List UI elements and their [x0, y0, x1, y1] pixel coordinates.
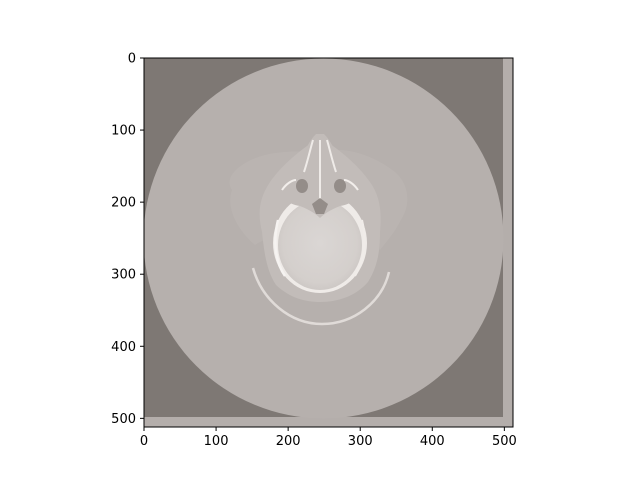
image-right-band [503, 58, 513, 427]
y-tick-label: 300 [111, 268, 136, 283]
image-bottom-band [144, 417, 513, 427]
x-tick-label: 200 [276, 434, 301, 449]
orbit-right [343, 179, 359, 191]
y-tick-label: 400 [111, 340, 136, 355]
brain [278, 200, 362, 290]
ct-scan-image [144, 58, 513, 427]
sinus-lower [312, 198, 328, 214]
skull-right-edge [354, 219, 366, 277]
skull-left-edge [274, 219, 287, 277]
nasal-bones [303, 139, 337, 173]
orbit-left [281, 179, 297, 191]
x-tick-label: 0 [140, 434, 148, 449]
head-rest [251, 267, 391, 326]
y-axis: 0 100 200 300 400 500 [111, 52, 144, 427]
x-tick-label: 300 [348, 434, 373, 449]
y-tick-label: 0 [128, 52, 136, 67]
x-tick-label: 400 [420, 434, 445, 449]
y-tick-label: 500 [111, 412, 136, 427]
sinus-left [296, 179, 308, 193]
x-tick-label: 100 [204, 434, 229, 449]
y-tick-label: 100 [111, 124, 136, 139]
sinus-right [334, 179, 346, 193]
x-axis: 0 100 200 300 400 500 [140, 427, 517, 449]
x-tick-label: 500 [492, 434, 517, 449]
plot-frame [143, 57, 514, 428]
y-tick-label: 200 [111, 196, 136, 211]
